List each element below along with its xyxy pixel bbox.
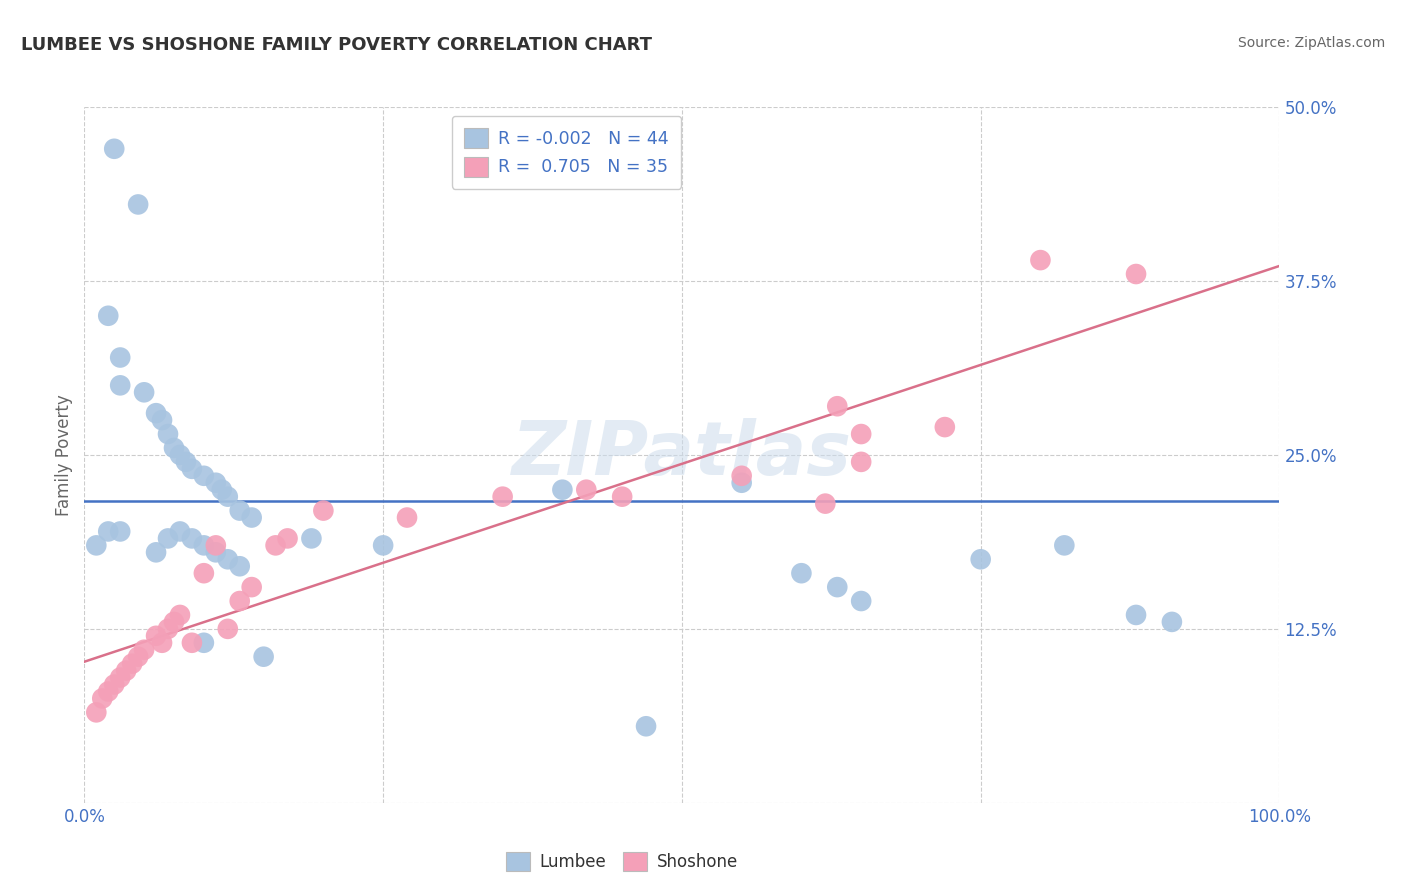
Point bbox=[205, 475, 228, 490]
Point bbox=[181, 532, 204, 546]
Point bbox=[110, 671, 132, 685]
Point bbox=[229, 559, 252, 574]
Point bbox=[110, 378, 132, 392]
Point bbox=[217, 490, 239, 504]
Point bbox=[264, 538, 287, 552]
Point bbox=[253, 649, 276, 664]
Point bbox=[575, 483, 598, 497]
Point bbox=[193, 538, 215, 552]
Point bbox=[731, 475, 754, 490]
Point bbox=[193, 636, 215, 650]
Point bbox=[205, 538, 228, 552]
Point bbox=[240, 580, 263, 594]
Point bbox=[97, 524, 120, 539]
Point bbox=[127, 649, 149, 664]
Point bbox=[169, 448, 191, 462]
Point bbox=[1125, 607, 1147, 622]
Point bbox=[240, 510, 263, 524]
Point bbox=[145, 545, 167, 559]
Point bbox=[205, 545, 228, 559]
Point bbox=[86, 706, 108, 720]
Point bbox=[169, 607, 191, 622]
Point bbox=[132, 385, 156, 400]
Point bbox=[551, 483, 574, 497]
Point bbox=[91, 691, 114, 706]
Point bbox=[851, 455, 873, 469]
Point bbox=[1125, 267, 1147, 281]
Point bbox=[636, 719, 658, 733]
Point bbox=[145, 406, 167, 420]
Point bbox=[217, 622, 239, 636]
Point bbox=[814, 497, 837, 511]
Point bbox=[127, 197, 149, 211]
Point bbox=[827, 399, 849, 413]
Point bbox=[169, 524, 191, 539]
Point bbox=[97, 309, 120, 323]
Point bbox=[193, 468, 215, 483]
Point bbox=[1029, 253, 1052, 268]
Point bbox=[612, 490, 634, 504]
Point bbox=[731, 468, 754, 483]
Point bbox=[181, 462, 204, 476]
Point bbox=[373, 538, 395, 552]
Point bbox=[174, 455, 197, 469]
Point bbox=[163, 441, 186, 455]
Point bbox=[934, 420, 956, 434]
Point bbox=[110, 351, 132, 365]
Point bbox=[110, 524, 132, 539]
Point bbox=[150, 636, 173, 650]
Point bbox=[790, 566, 813, 581]
Point bbox=[145, 629, 167, 643]
Point bbox=[132, 642, 156, 657]
Point bbox=[157, 622, 180, 636]
Point bbox=[181, 636, 204, 650]
Point bbox=[229, 594, 252, 608]
Point bbox=[277, 532, 299, 546]
Point bbox=[492, 490, 515, 504]
Point bbox=[103, 142, 125, 156]
Point bbox=[150, 413, 173, 427]
Point bbox=[827, 580, 849, 594]
Text: LUMBEE VS SHOSHONE FAMILY POVERTY CORRELATION CHART: LUMBEE VS SHOSHONE FAMILY POVERTY CORREL… bbox=[21, 36, 652, 54]
Point bbox=[211, 483, 233, 497]
Point bbox=[851, 427, 873, 442]
Text: Source: ZipAtlas.com: Source: ZipAtlas.com bbox=[1237, 36, 1385, 50]
Point bbox=[115, 664, 138, 678]
Point bbox=[103, 677, 125, 691]
Point bbox=[301, 532, 323, 546]
Point bbox=[157, 532, 180, 546]
Point bbox=[312, 503, 335, 517]
Point bbox=[163, 615, 186, 629]
Point bbox=[97, 684, 120, 698]
Point bbox=[970, 552, 993, 566]
Point bbox=[193, 566, 215, 581]
Legend: Lumbee, Shoshone: Lumbee, Shoshone bbox=[499, 846, 745, 878]
Point bbox=[217, 552, 239, 566]
Point bbox=[1161, 615, 1184, 629]
Point bbox=[396, 510, 419, 524]
Text: ZIPatlas: ZIPatlas bbox=[512, 418, 852, 491]
Point bbox=[121, 657, 143, 671]
Point bbox=[1053, 538, 1076, 552]
Point bbox=[86, 538, 108, 552]
Point bbox=[851, 594, 873, 608]
Point bbox=[157, 427, 180, 442]
Point bbox=[229, 503, 252, 517]
Y-axis label: Family Poverty: Family Poverty bbox=[55, 394, 73, 516]
